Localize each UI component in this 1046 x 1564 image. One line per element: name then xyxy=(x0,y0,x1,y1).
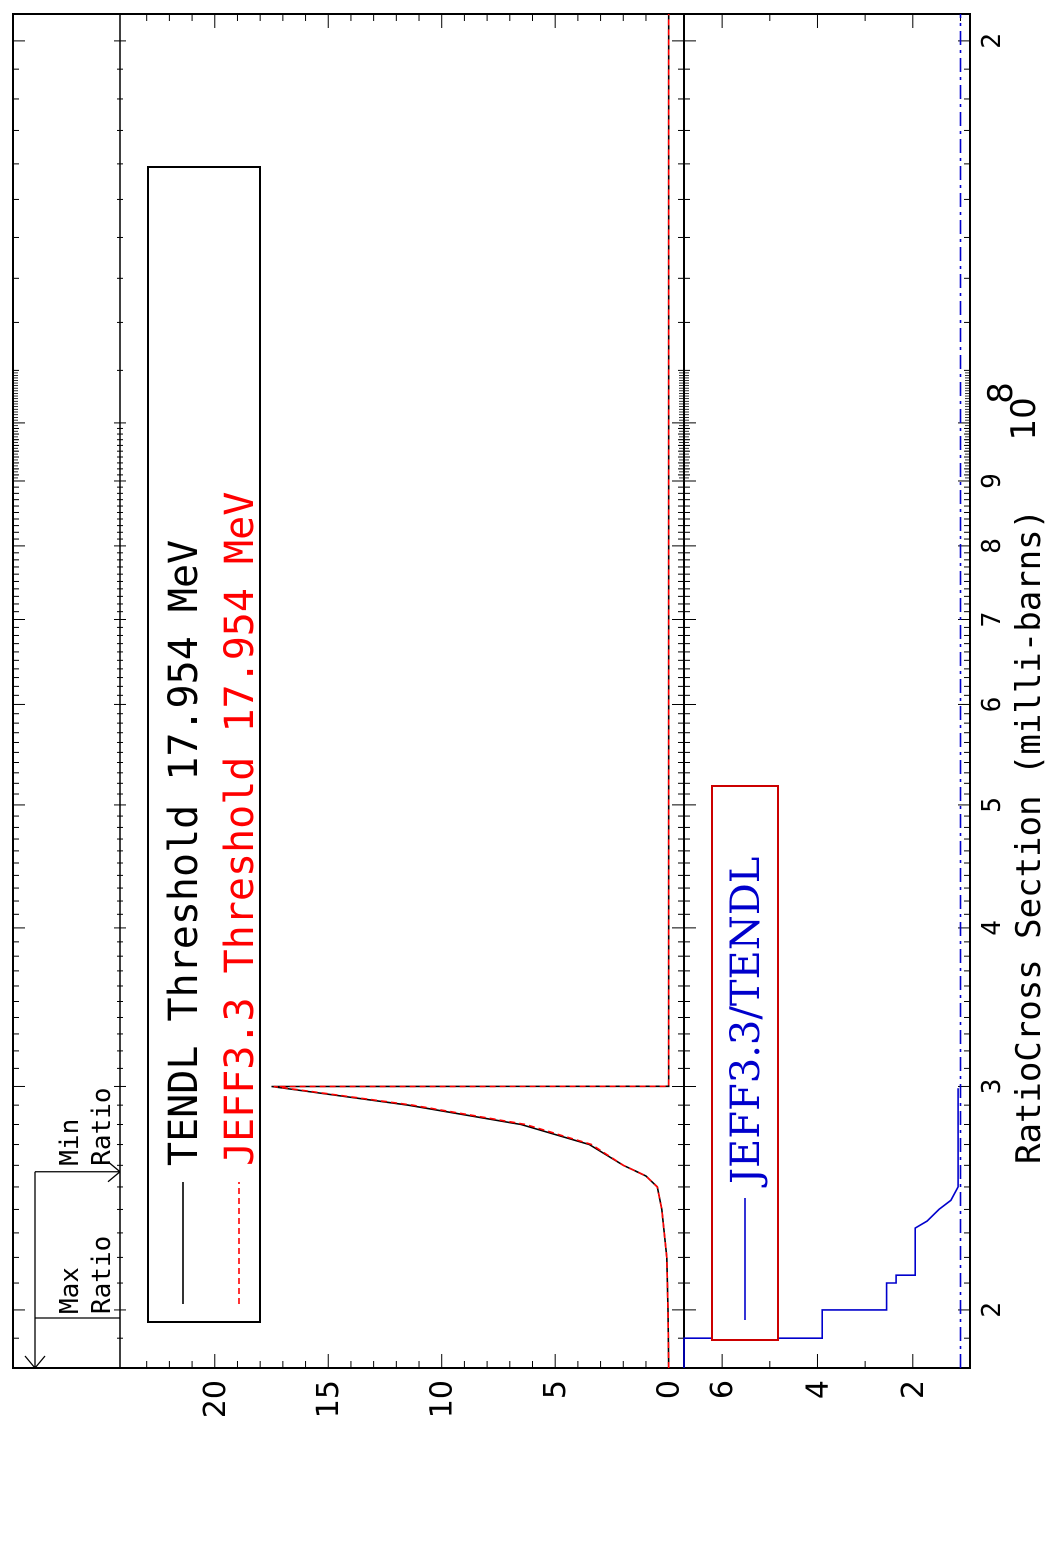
series-line-1 xyxy=(273,14,670,1369)
axis-labels: RatioCross Section (milli-barns) xyxy=(1009,509,1046,1164)
min-ratio-arrowhead xyxy=(107,1171,121,1183)
x-tick-label: 5 xyxy=(977,797,1007,813)
min-ratio-label: Min xyxy=(55,1119,85,1166)
ratio-line-0 xyxy=(683,1088,959,1368)
top-panel-series xyxy=(271,14,670,1369)
ratio-legend-box xyxy=(711,785,779,1341)
x-tick-label: 8 xyxy=(977,538,1007,554)
y-tick-label: 4 xyxy=(800,1380,835,1399)
bottom-panel-series xyxy=(683,14,962,1368)
plot-frame xyxy=(12,13,971,1369)
legend-label-1: JEFF3.3 Threshold 17.954 MeV xyxy=(217,492,263,1166)
top-legend-box xyxy=(147,166,261,1323)
x-decade-base: 10 xyxy=(1004,397,1044,440)
x-tick-label: 2 xyxy=(977,33,1007,49)
max-ratio-label: Ratio xyxy=(87,1236,117,1314)
y-axis-title: RatioCross Section (milli-barns) xyxy=(1009,509,1046,1164)
y-tick-label: 5 xyxy=(538,1380,573,1399)
legends: TENDL Threshold 17.954 MeV JEFF3.3 Thresh… xyxy=(147,166,779,1341)
x-tick-label: 9 xyxy=(977,473,1007,489)
x-tick-label: 3 xyxy=(977,1079,1007,1095)
ratio-legend-label: JEFF3.3/TENDL xyxy=(723,857,769,1188)
min-ratio-arrowhead xyxy=(107,1161,121,1173)
ratio-axis-title: Ratio xyxy=(1009,1062,1046,1164)
x-tick-label: 4 xyxy=(977,920,1007,936)
max-ratio-arrowhead xyxy=(34,1355,46,1369)
y-tick-label: 20 xyxy=(198,1380,233,1418)
max-ratio-arrowhead xyxy=(24,1355,36,1369)
y-tick-label: 0 xyxy=(652,1380,687,1399)
y-tick-label: 2 xyxy=(896,1380,931,1399)
y-tick-label: 6 xyxy=(705,1380,740,1399)
series-line-0 xyxy=(271,14,670,1369)
x-tick-label: 7 xyxy=(977,612,1007,628)
y-tick-label: 15 xyxy=(311,1380,346,1418)
cross-section-axis-title: Cross Section (milli-barns) xyxy=(1009,509,1046,1062)
y-tick-label: 10 xyxy=(425,1380,460,1418)
min-ratio-label: Ratio xyxy=(87,1087,117,1165)
y-axis-ticks: 0 5 10 15 20 2 4 6 xyxy=(146,14,961,1418)
x-tick-label: 6 xyxy=(977,697,1007,713)
max-ratio-label: Max xyxy=(55,1267,85,1314)
x-decade-exponent: 8 xyxy=(981,382,1021,404)
x-tick-label: 2 xyxy=(977,1302,1007,1318)
legend-label-0: TENDL Threshold 17.954 MeV xyxy=(161,540,207,1166)
